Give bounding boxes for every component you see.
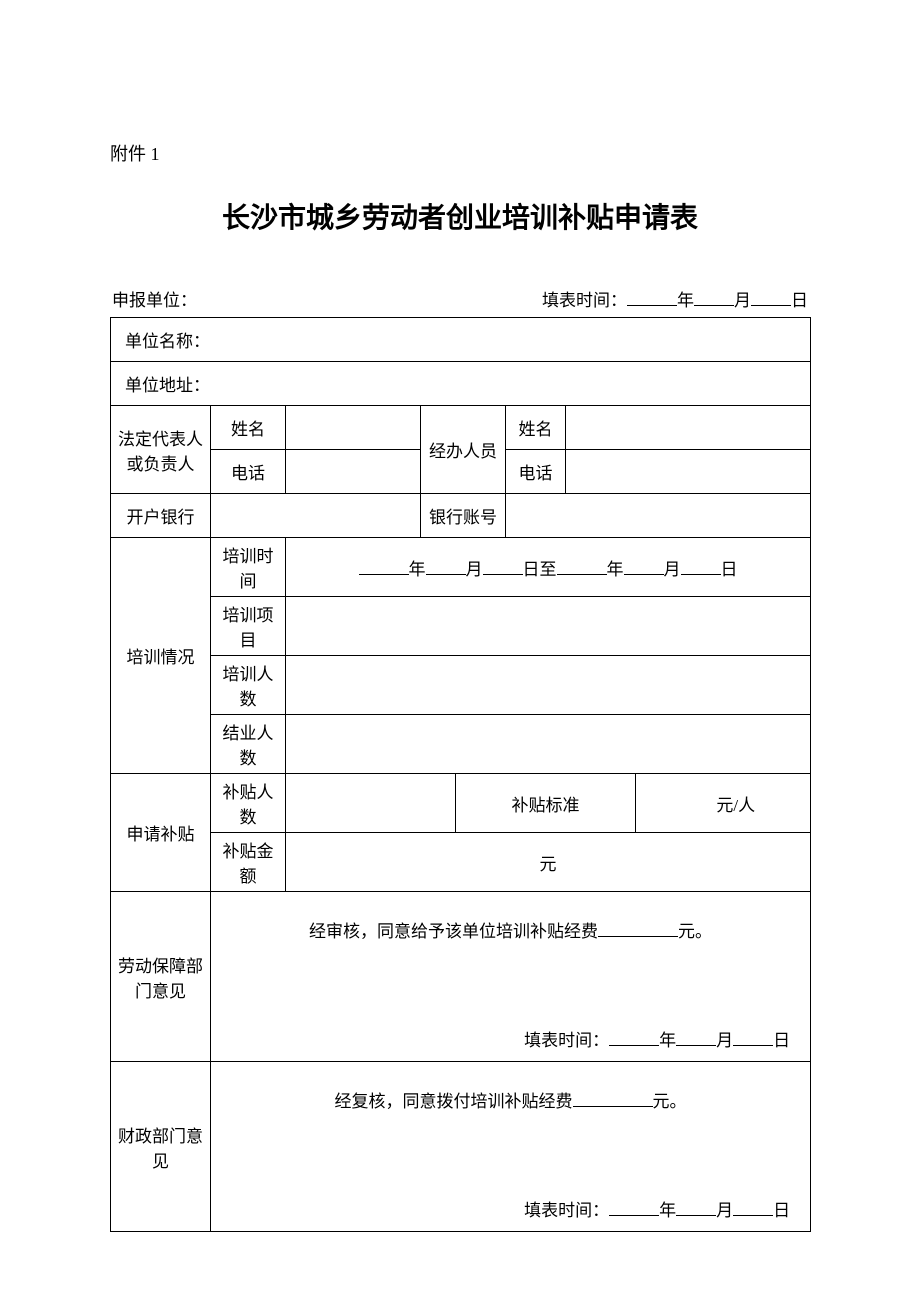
account-label: 银行账号 <box>421 494 506 538</box>
to: 至 <box>540 560 557 579</box>
legal-rep-row-1: 法定代表人或负责人 姓名 经办人员 姓名 <box>111 406 811 450</box>
m2: 月 <box>664 560 681 579</box>
page-title: 长沙市城乡劳动者创业培训补贴申请表 <box>110 196 810 236</box>
org-name-label: 单位名称： <box>111 318 811 362</box>
subsidy-count-row: 申请补贴 补贴人数 补贴标准 元/人 <box>111 774 811 833</box>
legal-phone-value[interactable] <box>286 450 421 494</box>
y3: 年 <box>659 1031 676 1050</box>
training-label: 培训情况 <box>111 538 211 774</box>
labor-prefix: 经审核，同意给予该单位培训补贴经费 <box>309 922 598 941</box>
m1: 月 <box>466 560 483 579</box>
operator-label: 经办人员 <box>421 406 506 494</box>
finance-dept-label: 财政部门意见 <box>111 1062 211 1232</box>
legal-name-value[interactable] <box>286 406 421 450</box>
training-count-value[interactable] <box>286 656 811 715</box>
training-count-row: 培训人数 <box>111 656 811 715</box>
training-time-row: 培训情况 培训时间 年月日至年月日 <box>111 538 811 597</box>
training-count-label: 培训人数 <box>211 656 286 715</box>
subsidy-amount-value[interactable]: 元 <box>286 833 811 892</box>
d3: 日 <box>773 1031 790 1050</box>
labor-dept-label: 劳动保障部门意见 <box>111 892 211 1062</box>
account-value[interactable] <box>506 494 811 538</box>
ft2b: 填表时间： <box>524 1201 609 1220</box>
finance-dept-opinion[interactable]: 经复核，同意拨付培训补贴经费 元。 填表时间： 年 月 日 <box>211 1062 811 1232</box>
labor-opinion-text: 经审核，同意给予该单位培训补贴经费 元。 <box>231 917 790 942</box>
y4: 年 <box>659 1201 676 1220</box>
y2: 年 <box>607 560 624 579</box>
d4: 日 <box>773 1201 790 1220</box>
phone-label-1: 电话 <box>211 450 286 494</box>
fill-time-header: 填表时间： 年 月 日 <box>542 286 808 311</box>
yuan-period-2: 元。 <box>653 1092 687 1111</box>
header-row: 申报单位： 填表时间： 年 月 日 <box>110 286 810 311</box>
labor-dept-row: 劳动保障部门意见 经审核，同意给予该单位培训补贴经费 元。 填表时间： 年 月 日 <box>111 892 811 1062</box>
training-project-row: 培训项目 <box>111 597 811 656</box>
d1: 日 <box>523 560 540 579</box>
month-unit: 月 <box>734 291 751 310</box>
bank-row: 开户银行 银行账号 <box>111 494 811 538</box>
subsidy-count-label: 补贴人数 <box>211 774 286 833</box>
subsidy-amount-row: 补贴金额 元 <box>111 833 811 892</box>
training-time-label: 培训时间 <box>211 538 286 597</box>
finance-fill-time: 填表时间： 年 月 日 <box>524 1196 790 1221</box>
applicant-label: 申报单位： <box>112 286 197 311</box>
d2: 日 <box>721 560 738 579</box>
org-addr-label: 单位地址： <box>111 362 811 406</box>
application-form-table: 单位名称： 单位地址： 法定代表人或负责人 姓名 经办人员 姓名 电话 电话 开… <box>110 317 811 1232</box>
day-unit: 日 <box>791 291 808 310</box>
finance-dept-row: 财政部门意见 经复核，同意拨付培训补贴经费 元。 填表时间： 年 月 日 <box>111 1062 811 1232</box>
subsidy-amount-label: 补贴金额 <box>211 833 286 892</box>
ft2a: 填表时间： <box>524 1031 609 1050</box>
m3: 月 <box>716 1031 733 1050</box>
yuan-unit-1: 元 <box>540 855 557 874</box>
operator-name-value[interactable] <box>566 406 811 450</box>
training-time-value[interactable]: 年月日至年月日 <box>286 538 811 597</box>
name-label-2: 姓名 <box>506 406 566 450</box>
labor-fill-time: 填表时间： 年 月 日 <box>524 1026 790 1051</box>
subsidy-label: 申请补贴 <box>111 774 211 892</box>
bank-label: 开户银行 <box>111 494 211 538</box>
yuan-per-person: 元/人 <box>716 796 755 815</box>
legal-rep-label: 法定代表人或负责人 <box>111 406 211 494</box>
org-addr-row: 单位地址： <box>111 362 811 406</box>
org-name-row: 单位名称： <box>111 318 811 362</box>
operator-phone-value[interactable] <box>566 450 811 494</box>
bank-value[interactable] <box>211 494 421 538</box>
subsidy-standard-label: 补贴标准 <box>456 774 636 833</box>
m4: 月 <box>716 1201 733 1220</box>
finance-opinion-text: 经复核，同意拨付培训补贴经费 元。 <box>231 1087 790 1112</box>
training-project-label: 培训项目 <box>211 597 286 656</box>
year-unit: 年 <box>677 291 694 310</box>
completion-count-label: 结业人数 <box>211 715 286 774</box>
fill-time-prefix: 填表时间： <box>542 291 627 310</box>
finance-prefix: 经复核，同意拨付培训补贴经费 <box>335 1092 573 1111</box>
training-project-value[interactable] <box>286 597 811 656</box>
subsidy-standard-value[interactable]: 元/人 <box>636 774 811 833</box>
name-label-1: 姓名 <box>211 406 286 450</box>
subsidy-count-value[interactable] <box>286 774 456 833</box>
completion-count-row: 结业人数 <box>111 715 811 774</box>
y1: 年 <box>409 560 426 579</box>
completion-count-value[interactable] <box>286 715 811 774</box>
yuan-period-1: 元。 <box>678 922 712 941</box>
labor-dept-opinion[interactable]: 经审核，同意给予该单位培训补贴经费 元。 填表时间： 年 月 日 <box>211 892 811 1062</box>
phone-label-2: 电话 <box>506 450 566 494</box>
attachment-label: 附件 1 <box>110 140 810 166</box>
